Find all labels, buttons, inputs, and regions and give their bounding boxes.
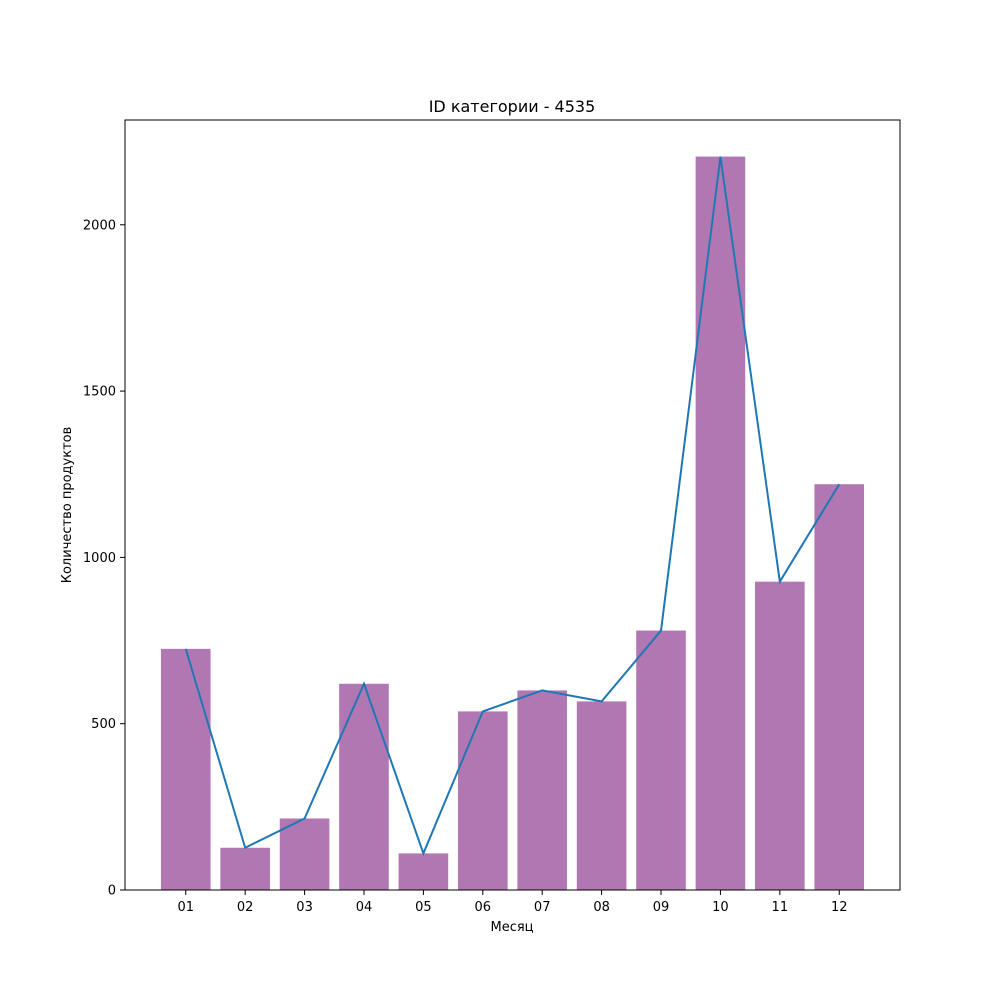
x-tick-label-01: 01 — [177, 900, 194, 915]
x-tick-label-03: 03 — [296, 900, 313, 915]
x-tick-label-09: 09 — [653, 900, 670, 915]
y-axis-label: Количество продуктов — [60, 427, 75, 584]
bar-04 — [339, 683, 389, 890]
y-tick-label-2000: 2000 — [83, 218, 116, 233]
x-tick-label-11: 11 — [772, 900, 789, 915]
y-axis: 0 500 1000 1500 2000 — [83, 218, 125, 899]
bar-07 — [517, 690, 567, 890]
y-tick-label-1500: 1500 — [83, 385, 116, 400]
bar-06 — [458, 711, 508, 890]
bar-03 — [279, 818, 330, 890]
x-tick-label-10: 10 — [712, 900, 729, 915]
x-axis-label: Месяц — [490, 920, 533, 935]
bar-11 — [755, 581, 805, 890]
bar-10 — [695, 156, 746, 891]
y-tick-label-1000: 1000 — [83, 551, 116, 566]
y-tick-label-500: 500 — [91, 717, 116, 732]
chart-title: ID категории - 4535 — [429, 97, 596, 116]
bar-05 — [398, 853, 449, 890]
bar-02 — [220, 847, 270, 890]
y-tick-label-0: 0 — [108, 884, 116, 899]
bars-group — [160, 156, 865, 891]
x-axis: 01 02 03 04 05 06 07 08 09 10 11 12 — [177, 890, 848, 915]
bar-08 — [576, 701, 627, 890]
x-tick-label-07: 07 — [534, 900, 551, 915]
x-tick-label-05: 05 — [415, 900, 432, 915]
x-tick-label-06: 06 — [475, 900, 492, 915]
bar-12 — [814, 484, 865, 890]
x-tick-label-02: 02 — [237, 900, 254, 915]
plot-frame — [124, 119, 901, 891]
bar-01 — [160, 648, 211, 890]
x-tick-label-04: 04 — [356, 900, 373, 915]
x-tick-label-08: 08 — [593, 900, 610, 915]
series-line — [184, 156, 841, 857]
x-tick-label-12: 12 — [831, 900, 848, 915]
line-group — [184, 156, 841, 857]
bar-09 — [636, 630, 686, 890]
